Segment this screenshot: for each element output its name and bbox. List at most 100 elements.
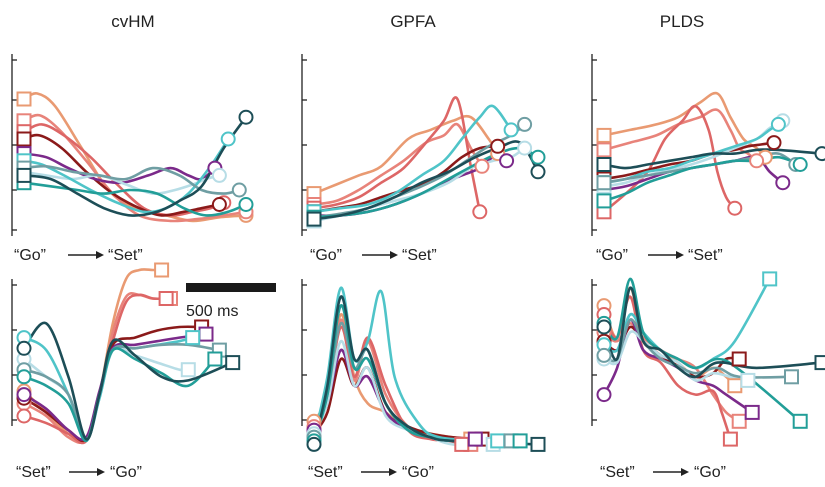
epoch-to: “Set” — [688, 247, 723, 264]
trajectory-start-marker — [16, 387, 32, 403]
trajectory-end-marker — [238, 197, 254, 212]
trajectory-start-marker — [16, 167, 32, 183]
trajectory-end-marker — [231, 182, 247, 198]
trajectory-end-marker — [530, 149, 546, 165]
trajectory-line — [312, 140, 540, 221]
trajectory-end-marker — [814, 355, 825, 371]
scale-bar-label: 500 ms — [186, 303, 238, 320]
epoch-label-bottom-plds: “Set” “Go” — [600, 464, 726, 481]
epoch-label-bottom-gpfa: “Set” “Go” — [308, 464, 434, 481]
arrow-head-icon — [676, 251, 684, 259]
panel-4 — [301, 279, 546, 452]
trajectory-end-marker — [775, 175, 791, 191]
trajectory-end-marker — [530, 436, 546, 452]
trajectory-line — [312, 339, 495, 447]
trajectory-end-marker — [770, 116, 786, 132]
trajectory-end-marker — [727, 378, 743, 394]
epoch-from: “Go” — [14, 247, 46, 264]
trajectory-start-marker — [596, 142, 612, 158]
trajectory-start-marker — [596, 175, 612, 191]
trajectory-end-marker — [472, 204, 488, 220]
trajectory-end-marker — [467, 431, 483, 447]
trajectory-line — [312, 286, 499, 443]
trajectory-end-marker — [154, 262, 170, 278]
trajectory-end-marker — [792, 413, 808, 429]
arrow-head-icon — [390, 251, 398, 259]
trajectory-end-marker — [220, 131, 236, 147]
panel-1 — [301, 54, 546, 236]
panel-2 — [591, 54, 825, 236]
trajectory-start-marker — [596, 387, 612, 403]
scale-bar: 500 ms — [186, 283, 276, 320]
trajectory-start-marker — [596, 157, 612, 172]
trajectory-end-marker — [762, 271, 778, 287]
trajectory-start-marker — [596, 127, 612, 143]
trajectory-line — [22, 321, 234, 441]
epoch-to: “Set” — [108, 247, 143, 264]
trajectory-end-marker — [490, 433, 506, 449]
column-title-cvhm: cvHM — [111, 12, 154, 31]
epoch-from: “Go” — [310, 247, 342, 264]
arrow-head-icon — [389, 468, 397, 476]
trajectory-end-marker — [766, 135, 782, 151]
trajectory-line — [312, 146, 540, 219]
trajectory-line — [312, 322, 513, 443]
trajectory-start-marker — [306, 211, 322, 227]
panel-3 — [11, 262, 241, 445]
trajectory-line — [602, 123, 780, 184]
trajectory-end-marker — [198, 326, 214, 342]
trajectory-line — [312, 114, 499, 195]
trajectory-start-marker — [16, 340, 32, 356]
trajectory-line — [22, 133, 221, 217]
trajectory-start-marker — [596, 193, 612, 209]
trajectory-line — [22, 164, 241, 195]
trajectory-start-marker — [306, 436, 322, 452]
arrow-head-icon — [681, 468, 689, 476]
epoch-to: “Go” — [110, 464, 142, 481]
panel-5 — [591, 271, 825, 447]
trajectory-start-marker — [16, 91, 32, 107]
trajectory-line — [22, 137, 230, 214]
column-title-gpfa: GPFA — [390, 12, 436, 31]
trajectory-line — [22, 123, 226, 217]
trajectory-end-marker — [530, 164, 546, 180]
panels — [11, 54, 825, 452]
trajectory-end-marker — [517, 116, 533, 132]
trajectory-line — [602, 148, 824, 170]
epoch-from: “Set” — [16, 464, 51, 481]
epoch-to: “Set” — [402, 247, 437, 264]
epoch-label-top-cvhm: “Go” “Set” — [14, 247, 143, 264]
scale-bar-line — [186, 283, 276, 292]
trajectory-end-marker — [474, 158, 490, 174]
trajectory-end-marker — [792, 157, 808, 172]
arrow-head-icon — [96, 251, 104, 259]
trajectory-end-marker — [727, 200, 743, 216]
trajectory-line — [602, 277, 802, 423]
epoch-from: “Go” — [596, 247, 628, 264]
trajectory-end-marker — [158, 291, 174, 306]
trajectory-end-marker — [731, 413, 747, 429]
column-title-plds: PLDS — [660, 12, 704, 31]
epoch-from: “Set” — [600, 464, 635, 481]
trajectory-start-marker — [16, 131, 32, 147]
trajectory-end-marker — [744, 404, 760, 420]
trajectory-line — [312, 104, 513, 214]
trajectory-end-marker — [180, 362, 196, 378]
trajectory-end-marker — [211, 167, 227, 183]
trajectory-line — [312, 295, 540, 446]
trajectory-end-marker — [749, 153, 765, 169]
epoch-to: “Go” — [402, 464, 434, 481]
trajectory-end-marker — [512, 433, 528, 449]
epoch-label-top-plds: “Go” “Set” — [596, 247, 723, 264]
epoch-to: “Go” — [694, 464, 726, 481]
epoch-label-top-gpfa: “Go” “Set” — [310, 247, 437, 264]
epoch-from: “Set” — [308, 464, 343, 481]
trajectory-end-marker — [814, 146, 825, 162]
trajectory-end-marker — [740, 372, 756, 388]
trajectory-start-marker — [16, 408, 32, 424]
epoch-label-bottom-cvhm: “Set” “Go” — [16, 464, 142, 481]
trajectory-end-marker — [517, 140, 533, 156]
trajectory-line — [22, 181, 248, 217]
trajectory-end-marker — [784, 369, 799, 385]
